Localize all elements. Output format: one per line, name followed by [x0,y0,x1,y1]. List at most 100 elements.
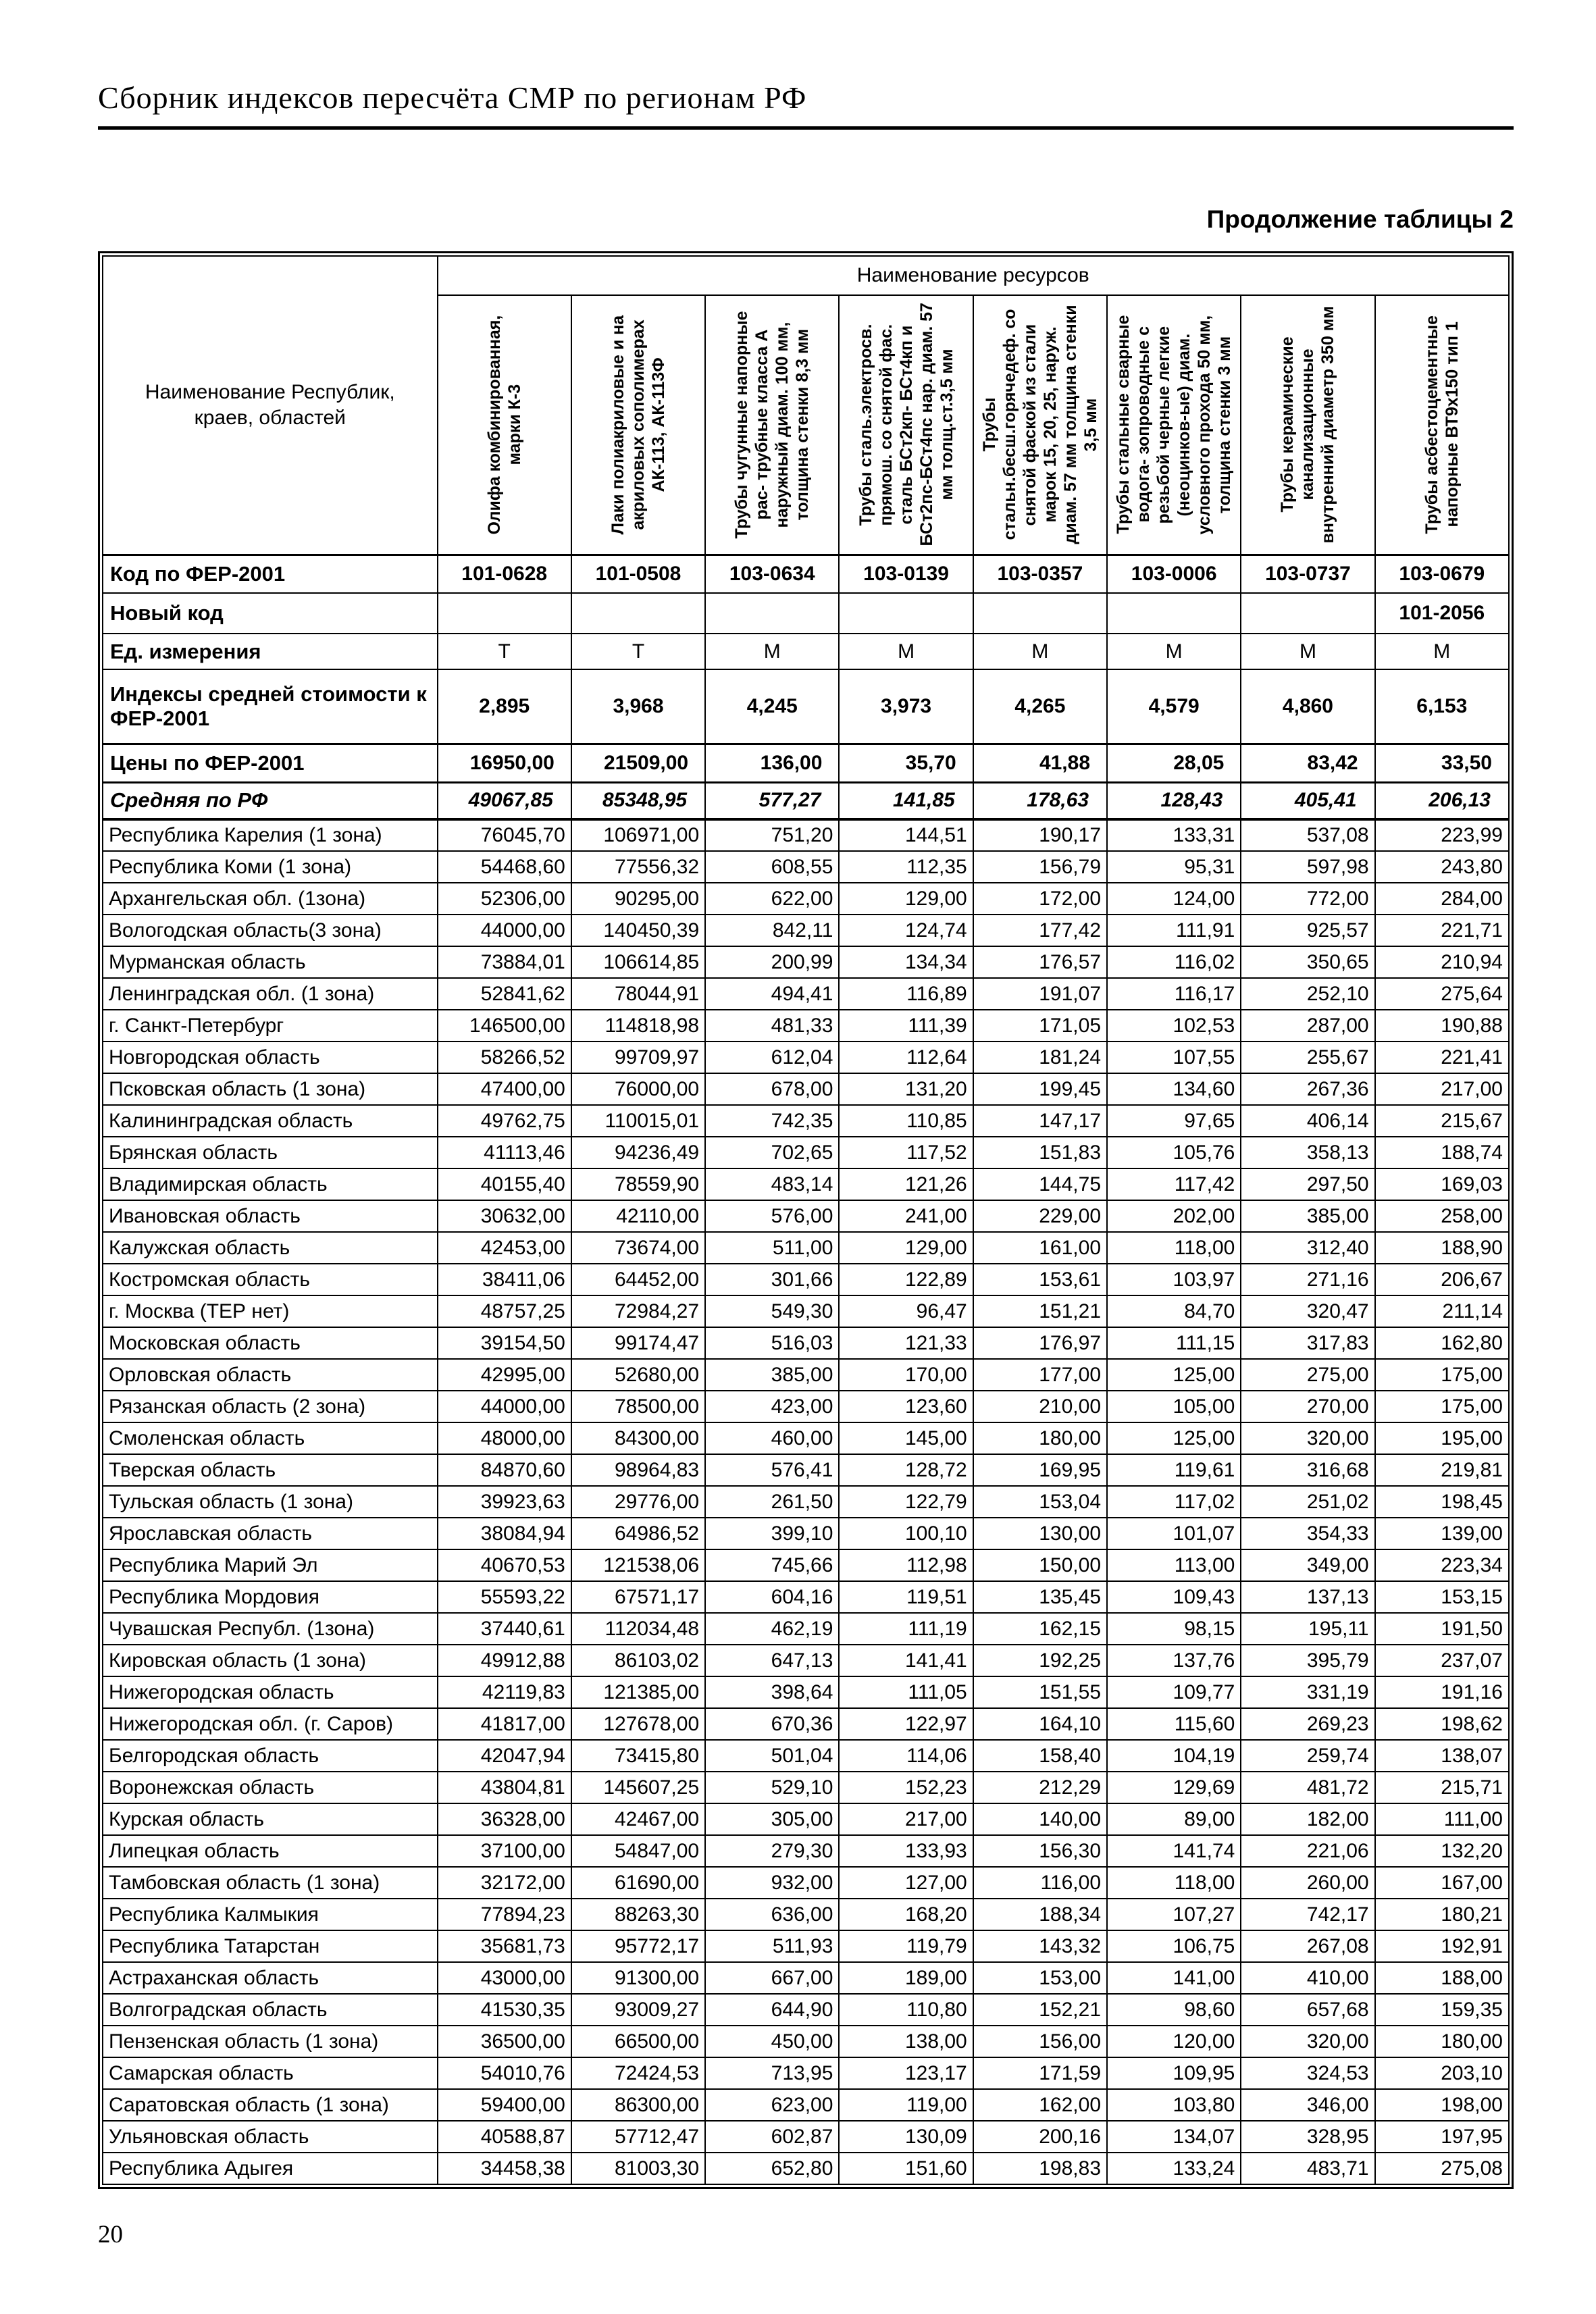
value-cell: 198,45 [1374,1485,1510,1518]
value-cell: 141,74 [1106,1834,1242,1868]
value-cell: 317,83 [1240,1327,1376,1360]
value-cell: 385,00 [1240,1200,1376,1233]
value-cell [1240,592,1376,634]
value-cell: Т [436,633,572,670]
region-name-cell: Республика Марий Эл [102,1549,438,1582]
value-cell: 511,00 [704,1231,840,1264]
value-cell: 180,21 [1374,1898,1510,1931]
table-row: Ленинградская обл. (1 зона) 52841,62 78044… [102,977,1510,1010]
value-cell: 84870,60 [436,1454,572,1487]
value-cell: 35681,73 [436,1930,572,1963]
value-cell: 260,00 [1240,1866,1376,1899]
value-cell: 99174,47 [570,1327,706,1360]
value-cell: 255,67 [1240,1041,1376,1074]
region-name-cell: Самарская область [102,2057,438,2090]
row-label: Средняя по РФ [102,781,438,821]
value-cell: 200,16 [972,2120,1108,2153]
value-cell: 110,85 [838,1104,974,1137]
value-cell: 78559,90 [570,1168,706,1201]
value-cell: 42110,00 [570,1200,706,1233]
value-cell: 320,47 [1240,1295,1376,1328]
value-cell: 106,75 [1106,1930,1242,1963]
value-cell: 702,65 [704,1136,840,1169]
value-cell: 102,53 [1106,1009,1242,1042]
value-cell: 932,00 [704,1866,840,1899]
value-cell [1106,592,1242,634]
table-row: Курская область 36328,00 42467,00 305,00 217… [102,1803,1510,1836]
value-cell: 198,62 [1374,1707,1510,1741]
value-cell: 410,00 [1240,1961,1376,1995]
resource-column-label: Лаки полиакриловые и на акриловых сополи… [608,315,668,535]
group-header-row: Наименование Республик, краев, областей … [102,255,1510,555]
resource-column-header: Трубы асбестоцементные напорные ВТ9х150 … [1374,294,1510,555]
value-cell: 462,19 [704,1612,840,1645]
value-cell: 217,00 [1374,1073,1510,1106]
value-cell: 667,00 [704,1961,840,1995]
value-cell: 328,95 [1240,2120,1376,2153]
value-cell: 106971,00 [570,819,706,852]
value-cell: 158,40 [972,1739,1108,1772]
value-cell: 114818,98 [570,1009,706,1042]
region-column-header: Наименование Республик, краев, областей [102,255,438,555]
resource-column-header: Трубы стальн.бесш.горячедеф. со снятой ф… [972,294,1108,555]
resources-table-frame: Наименование Республик, краев, областей … [98,251,1514,2189]
value-cell: 98964,83 [570,1454,706,1487]
value-cell: 191,50 [1374,1612,1510,1645]
value-cell: 4,860 [1240,669,1376,744]
region-name-cell: Волгоградская область [102,1993,438,2026]
value-cell: 143,32 [972,1930,1108,1963]
value-cell: 243,80 [1374,850,1510,883]
resource-column-header: Трубы стальные сварные водога- зопроводн… [1106,294,1242,555]
value-cell: 116,00 [972,1866,1108,1899]
value-cell: 320,00 [1240,2025,1376,2058]
region-name-cell: Республика Карелия (1 зона) [102,819,438,852]
resource-column-label: Трубы чугунные напорные рас- трубные кла… [732,311,813,539]
value-cell: 114,06 [838,1739,974,1772]
value-cell: 117,42 [1106,1168,1242,1201]
value-cell: 38411,06 [436,1263,572,1296]
table-row: Калужская область 42453,00 73674,00 511,00 1… [102,1231,1510,1264]
value-cell: 42995,00 [436,1358,572,1391]
region-name-cell: Саратовская область (1 зона) [102,2088,438,2122]
value-cell: 287,00 [1240,1009,1376,1042]
value-cell: 88263,30 [570,1898,706,1931]
value-cell: 197,95 [1374,2120,1510,2153]
value-cell: 124,00 [1106,882,1242,915]
value-cell [436,592,572,634]
value-cell: 16950,00 [436,742,572,783]
value-cell: 275,00 [1240,1358,1376,1391]
value-cell: 270,00 [1240,1390,1376,1423]
value-cell: 136,00 [704,742,840,783]
value-cell: 177,00 [972,1358,1108,1391]
value-cell: 48757,25 [436,1295,572,1328]
value-cell: 116,02 [1106,946,1242,979]
value-cell: 146500,00 [436,1009,572,1042]
value-cell: 261,50 [704,1485,840,1518]
resource-column-label: Олифа комбинированная, марки К-3 [484,315,524,535]
value-cell: 742,35 [704,1104,840,1137]
value-cell: 385,00 [704,1358,840,1391]
table-row: г. Москва (ТЕР нет) 48757,25 72984,27 549,3… [102,1295,1510,1328]
value-cell: 109,43 [1106,1580,1242,1614]
value-cell: 198,83 [972,2152,1108,2185]
region-name-cell: Нижегородская область [102,1676,438,1709]
value-cell: 103-0357 [972,554,1108,594]
value-cell: 501,04 [704,1739,840,1772]
table-row: Воронежская область 43804,81 145607,25 529,… [102,1771,1510,1804]
value-cell: 77894,23 [436,1898,572,1931]
value-cell: 86300,00 [570,2088,706,2122]
value-cell: 267,36 [1240,1073,1376,1106]
value-cell: 576,41 [704,1454,840,1487]
value-cell [570,592,706,634]
value-cell: 85348,95 [570,781,706,821]
value-cell: 41817,00 [436,1707,572,1741]
table-row: Тверская область 84870,60 98964,83 576,41 12… [102,1454,1510,1487]
value-cell: 153,15 [1374,1580,1510,1614]
region-name-cell: Тверская область [102,1454,438,1487]
table-row: Тамбовская область (1 зона) 32172,00 61690… [102,1866,1510,1899]
value-cell: 36328,00 [436,1803,572,1836]
value-cell: 279,30 [704,1834,840,1868]
value-cell: 141,41 [838,1644,974,1677]
value-cell: 162,00 [972,2088,1108,2122]
